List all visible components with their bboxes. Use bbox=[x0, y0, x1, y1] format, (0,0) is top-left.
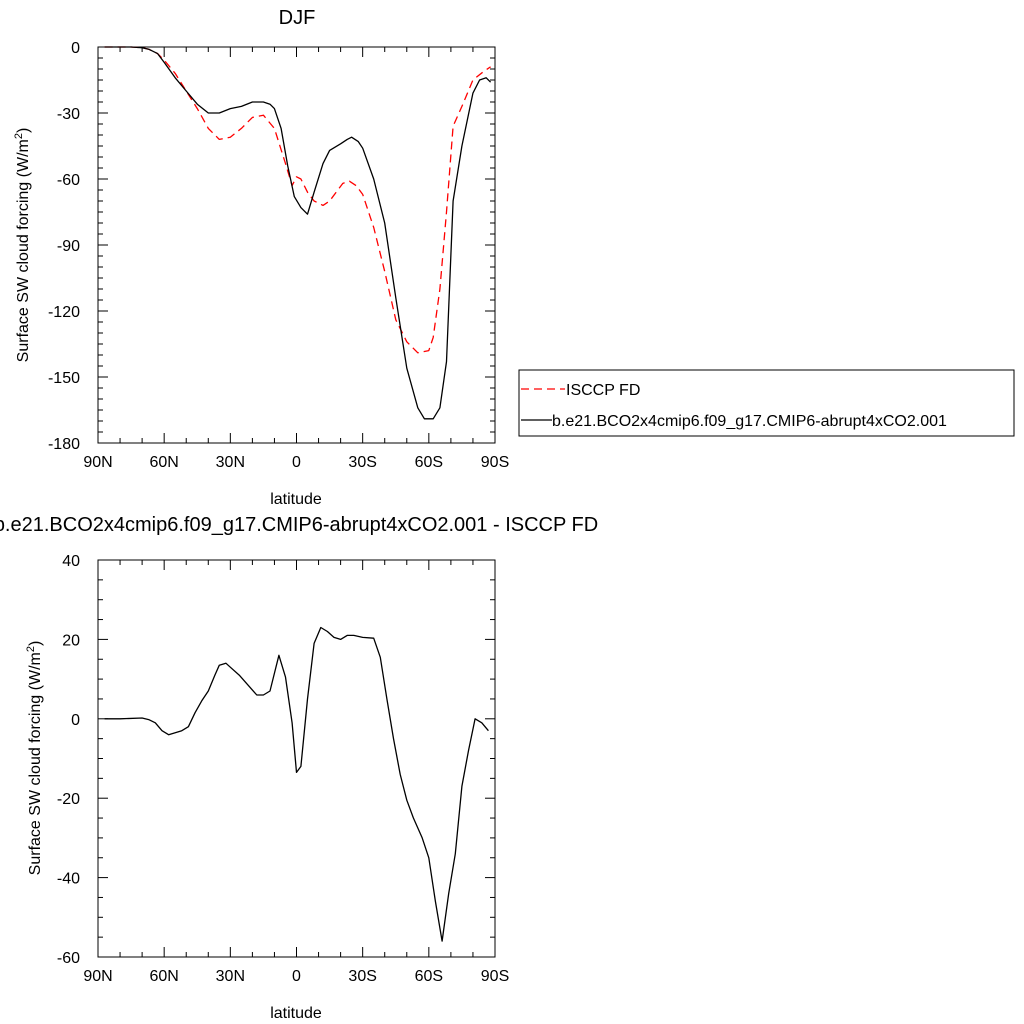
y-tick-label: -40 bbox=[57, 871, 80, 888]
plot-frame bbox=[97, 46, 496, 444]
series-line-model bbox=[104, 46, 492, 420]
series-line-isccp bbox=[104, 46, 491, 354]
y-tick-label: -150 bbox=[48, 370, 80, 387]
legend-label-model: b.e21.BCO2x4cmip6.f09_g17.CMIP6-abrupt4x… bbox=[552, 413, 947, 430]
chart-legend: ISCCP FD b.e21.BCO2x4cmip6.f09_g17.CMIP6… bbox=[518, 369, 1015, 437]
y-tick-label: -20 bbox=[57, 791, 80, 808]
x-tick-label: 30S bbox=[348, 968, 376, 985]
data-lines bbox=[104, 626, 489, 942]
x-tick-label: 90S bbox=[481, 968, 509, 985]
chart-panel-top: DJF 90N 60N 30N 0 30S 60S 90S 0 -30 -60 -90 -120 -15… bbox=[13, 7, 509, 508]
x-tick-label: 60S bbox=[415, 454, 443, 471]
x-axis-label: latitude bbox=[270, 1005, 322, 1022]
y-axis-label: Surface SW cloud forcing (W/m2) bbox=[13, 128, 32, 363]
data-lines bbox=[104, 46, 492, 420]
x-tick-label: 90N bbox=[83, 454, 112, 471]
y-tick-label: 40 bbox=[62, 553, 80, 570]
x-tick-label: 90N bbox=[83, 968, 112, 985]
y-tick-label: -60 bbox=[57, 172, 80, 189]
series-line-difference bbox=[104, 626, 489, 942]
legend-box bbox=[518, 369, 1015, 437]
chart-title: b.e21.BCO2x4cmip6.f09_g17.CMIP6-abrupt4x… bbox=[0, 514, 598, 536]
y-axis-label: Surface SW cloud forcing (W/m2) bbox=[25, 641, 44, 876]
axis-ticks: 90N 60N 30N 0 30S 60S 90S 40 20 0 -20 -40 -60 bbox=[57, 553, 509, 985]
y-tick-label: 0 bbox=[71, 712, 80, 729]
y-tick-label: 20 bbox=[62, 632, 80, 649]
legend-label-isccp: ISCCP FD bbox=[566, 382, 640, 399]
x-tick-label: 30N bbox=[216, 968, 245, 985]
chart-panel-bottom: b.e21.BCO2x4cmip6.f09_g17.CMIP6-abrupt4x… bbox=[0, 514, 598, 1022]
y-tick-label: 0 bbox=[71, 40, 80, 57]
x-tick-label: 60S bbox=[415, 968, 443, 985]
axis-ticks: 90N 60N 30N 0 30S 60S 90S 0 -30 -60 -90 -120 -150 -18… bbox=[48, 40, 509, 471]
chart-title: DJF bbox=[279, 7, 316, 29]
y-tick-label: -90 bbox=[57, 238, 80, 255]
y-tick-label: -60 bbox=[57, 950, 80, 967]
x-tick-label: 0 bbox=[292, 968, 301, 985]
x-tick-label: 60N bbox=[149, 454, 178, 471]
y-tick-label: -30 bbox=[57, 106, 80, 123]
x-tick-label: 90S bbox=[481, 454, 509, 471]
x-tick-label: 30S bbox=[348, 454, 376, 471]
x-tick-label: 60N bbox=[149, 968, 178, 985]
y-tick-label: -120 bbox=[48, 304, 80, 321]
x-axis-label: latitude bbox=[270, 491, 322, 508]
y-tick-label: -180 bbox=[48, 436, 80, 453]
x-tick-label: 0 bbox=[292, 454, 301, 471]
x-tick-label: 30N bbox=[216, 454, 245, 471]
